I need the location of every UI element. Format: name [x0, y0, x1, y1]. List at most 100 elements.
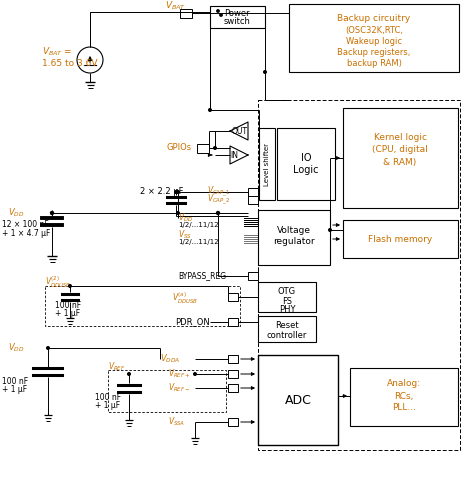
- Text: $V_{BAT}$ =: $V_{BAT}$ =: [42, 46, 73, 58]
- Circle shape: [194, 373, 196, 375]
- Text: Reset: Reset: [275, 322, 299, 330]
- Text: Power: Power: [224, 9, 250, 18]
- Bar: [244, 243, 258, 244]
- Bar: [228, 370, 238, 378]
- Bar: [277, 128, 335, 200]
- Text: + 1 µF: + 1 µF: [95, 402, 120, 411]
- Text: controller: controller: [267, 330, 307, 339]
- Text: Level shifter: Level shifter: [264, 142, 270, 185]
- Text: $V_{REF+}$: $V_{REF+}$: [168, 368, 190, 380]
- Text: Analog:: Analog:: [387, 380, 421, 389]
- Text: $V_{DD}$: $V_{DD}$: [8, 207, 24, 219]
- Bar: [350, 368, 458, 426]
- Text: $V_{BAT}$: $V_{BAT}$: [166, 0, 187, 12]
- Text: 1/2/...11/12: 1/2/...11/12: [178, 239, 219, 245]
- Text: $V_{CAP\_2}$: $V_{CAP\_2}$: [207, 193, 230, 207]
- Text: 100 nF: 100 nF: [95, 393, 121, 402]
- Text: backup RAM): backup RAM): [347, 58, 402, 67]
- Bar: [259, 128, 275, 200]
- Text: BYPASS_REG: BYPASS_REG: [178, 272, 226, 281]
- Text: $V_{DDUSB}^{(2)}$: $V_{DDUSB}^{(2)}$: [45, 274, 71, 290]
- Text: $V_{REF-}$: $V_{REF-}$: [168, 382, 190, 394]
- Text: 1/2/...11/12: 1/2/...11/12: [178, 222, 219, 228]
- Bar: [244, 220, 258, 221]
- Bar: [108, 370, 226, 412]
- Bar: [244, 239, 258, 240]
- Bar: [228, 293, 238, 301]
- Bar: [180, 9, 192, 18]
- Circle shape: [263, 71, 266, 73]
- Circle shape: [51, 211, 53, 215]
- Circle shape: [177, 212, 179, 214]
- Text: Kernel logic: Kernel logic: [373, 133, 426, 142]
- Bar: [197, 144, 209, 153]
- Bar: [228, 418, 238, 426]
- Text: (OSC32K,RTC,: (OSC32K,RTC,: [345, 25, 403, 34]
- Text: switch: switch: [224, 17, 250, 25]
- Text: $V_{SSA}$: $V_{SSA}$: [168, 416, 185, 428]
- Text: 100 nF: 100 nF: [2, 378, 28, 387]
- Bar: [289, 4, 459, 72]
- Text: & RAM): & RAM): [383, 157, 417, 166]
- Text: GPIOs: GPIOs: [167, 143, 192, 152]
- Bar: [244, 226, 258, 227]
- Circle shape: [128, 373, 130, 375]
- Text: $V_{CAP\_1}$: $V_{CAP\_1}$: [207, 185, 230, 199]
- Text: 12 × 100 nF: 12 × 100 nF: [2, 219, 49, 228]
- Text: + 1 µF: + 1 µF: [55, 309, 80, 318]
- Bar: [258, 282, 316, 312]
- Text: 1.65 to 3.6V: 1.65 to 3.6V: [42, 58, 97, 67]
- Bar: [258, 210, 330, 265]
- Text: regulator: regulator: [273, 237, 315, 246]
- Text: Backup registers,: Backup registers,: [337, 47, 411, 56]
- Text: Voltage: Voltage: [277, 226, 311, 235]
- Text: PLL...: PLL...: [392, 403, 416, 413]
- Bar: [244, 237, 258, 238]
- Bar: [248, 188, 258, 196]
- Bar: [228, 384, 238, 392]
- Text: Logic: Logic: [293, 165, 319, 175]
- Bar: [228, 355, 238, 363]
- Text: PHY: PHY: [279, 305, 295, 315]
- Circle shape: [177, 191, 179, 193]
- Circle shape: [329, 228, 331, 231]
- Bar: [248, 272, 258, 280]
- Text: RCs,: RCs,: [395, 391, 414, 401]
- Circle shape: [220, 14, 222, 16]
- Text: $V_{DDUSB}^{(a)}$: $V_{DDUSB}^{(a)}$: [172, 290, 198, 306]
- Bar: [210, 6, 265, 28]
- Text: Wakeup logic: Wakeup logic: [346, 36, 402, 45]
- Bar: [244, 224, 258, 225]
- Bar: [244, 235, 258, 236]
- Text: Flash memory: Flash memory: [368, 235, 432, 243]
- Bar: [258, 316, 316, 342]
- Circle shape: [47, 347, 49, 349]
- Circle shape: [214, 147, 216, 149]
- Text: $V_{DDA}$: $V_{DDA}$: [160, 353, 180, 365]
- Bar: [228, 318, 238, 326]
- Text: 100 nF: 100 nF: [55, 302, 81, 311]
- Circle shape: [69, 285, 71, 287]
- Text: 2 × 2.2 µF: 2 × 2.2 µF: [140, 187, 183, 196]
- Circle shape: [217, 211, 219, 215]
- Text: + 1 × 4.7 µF: + 1 × 4.7 µF: [2, 228, 51, 238]
- Bar: [343, 108, 458, 208]
- Bar: [258, 355, 338, 445]
- Polygon shape: [230, 146, 248, 164]
- Text: FS: FS: [282, 296, 292, 305]
- Text: $V_{SS}$: $V_{SS}$: [178, 229, 192, 241]
- Text: (CPU, digital: (CPU, digital: [372, 145, 428, 154]
- Bar: [248, 196, 258, 204]
- Text: IN: IN: [230, 151, 238, 160]
- Text: ADC: ADC: [285, 393, 311, 406]
- Text: + 1 µF: + 1 µF: [2, 385, 27, 394]
- Circle shape: [209, 109, 211, 111]
- Circle shape: [217, 10, 219, 12]
- Circle shape: [175, 191, 177, 193]
- Bar: [244, 222, 258, 223]
- Bar: [244, 241, 258, 242]
- Text: $V_{DD}$: $V_{DD}$: [8, 342, 24, 354]
- Text: $V_{REF}$: $V_{REF}$: [108, 361, 125, 373]
- Text: Backup circuitry: Backup circuitry: [337, 13, 410, 22]
- Text: PDR_ON: PDR_ON: [175, 317, 210, 326]
